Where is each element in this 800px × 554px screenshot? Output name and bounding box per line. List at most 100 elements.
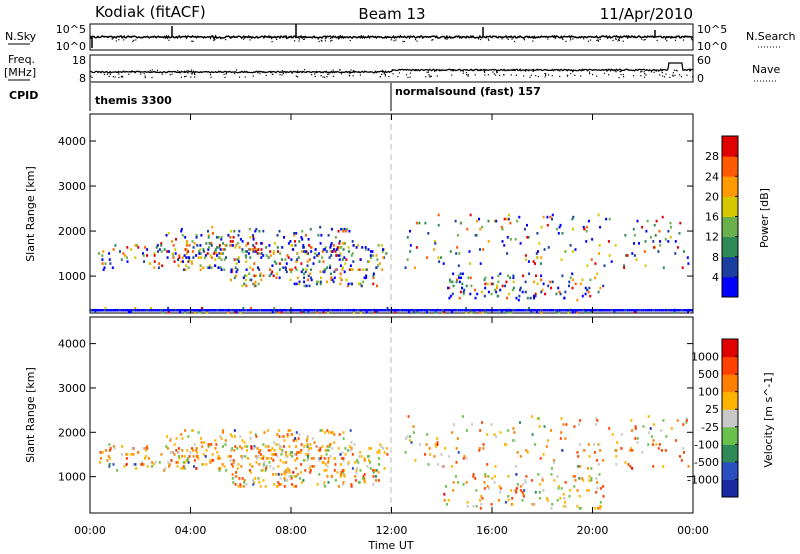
range-cell bbox=[377, 264, 379, 267]
range-cell bbox=[166, 309, 169, 312]
range-cell bbox=[551, 503, 554, 506]
range-cell bbox=[486, 485, 489, 488]
range-cell bbox=[279, 477, 282, 480]
range-cell bbox=[302, 246, 305, 249]
range-cell bbox=[577, 455, 580, 458]
range-cell bbox=[243, 282, 246, 286]
range-cell bbox=[473, 311, 476, 314]
range-cell bbox=[656, 309, 659, 312]
range-cell bbox=[285, 451, 287, 454]
range-cell bbox=[268, 274, 271, 278]
range-cell bbox=[299, 471, 302, 474]
nave-point bbox=[589, 71, 591, 73]
nave-point bbox=[179, 72, 181, 74]
range-cell bbox=[108, 449, 111, 452]
range-cell bbox=[305, 268, 308, 271]
range-cell bbox=[148, 309, 151, 312]
range-cell bbox=[596, 481, 599, 484]
range-cell bbox=[178, 254, 181, 257]
range-cell bbox=[246, 250, 249, 253]
range-cell bbox=[230, 309, 233, 312]
range-cell bbox=[106, 309, 109, 312]
range-cell bbox=[416, 311, 419, 314]
range-cell bbox=[471, 309, 474, 312]
range-cell bbox=[309, 276, 312, 280]
range-cell bbox=[249, 266, 252, 269]
range-cell bbox=[348, 229, 351, 233]
range-cell bbox=[270, 309, 273, 312]
range-cell bbox=[517, 298, 520, 302]
range-cell bbox=[126, 453, 129, 456]
range-cell bbox=[345, 309, 348, 312]
nave-point bbox=[218, 70, 220, 72]
range-cell bbox=[220, 268, 223, 271]
range-cell bbox=[524, 258, 527, 261]
range-cell bbox=[394, 311, 397, 314]
range-cell bbox=[344, 447, 347, 450]
colorbar-tick-label: 4 bbox=[712, 271, 719, 284]
nsearch-point bbox=[444, 38, 446, 40]
nave-point bbox=[392, 73, 394, 75]
range-cell bbox=[441, 309, 444, 312]
range-cell bbox=[568, 280, 571, 284]
nave-point bbox=[379, 76, 381, 78]
range-cell bbox=[456, 246, 459, 249]
range-cell bbox=[233, 429, 236, 432]
range-cell bbox=[267, 457, 270, 460]
range-cell bbox=[184, 309, 187, 312]
nave-point bbox=[608, 74, 610, 76]
nsearch-point bbox=[572, 38, 574, 40]
range-cell bbox=[346, 284, 349, 288]
range-cell bbox=[640, 309, 643, 312]
nsearch-point bbox=[599, 38, 601, 40]
range-cell bbox=[297, 256, 300, 259]
range-cell bbox=[277, 311, 280, 314]
range-cell bbox=[302, 479, 305, 482]
nsearch-point bbox=[337, 38, 340, 40]
range-cell bbox=[278, 483, 281, 486]
range-cell bbox=[275, 443, 278, 446]
range-cell bbox=[320, 457, 322, 460]
nave-point bbox=[350, 69, 352, 71]
range-cell bbox=[479, 262, 482, 265]
range-cell bbox=[262, 229, 265, 233]
range-cell bbox=[312, 262, 315, 265]
range-cell bbox=[205, 311, 208, 314]
range-cell bbox=[192, 256, 195, 259]
range-cell bbox=[469, 309, 472, 312]
range-cell bbox=[382, 248, 384, 251]
range-cell bbox=[165, 234, 168, 237]
nsearch-point bbox=[590, 39, 592, 41]
range-cell bbox=[321, 461, 324, 464]
range-cell bbox=[205, 449, 208, 452]
range-cell bbox=[618, 309, 621, 312]
range-cell bbox=[147, 457, 150, 460]
range-cell bbox=[524, 254, 527, 257]
nsearch-point bbox=[617, 40, 619, 42]
nave-point bbox=[582, 69, 584, 71]
nave-point bbox=[603, 72, 606, 74]
range-cell bbox=[633, 311, 636, 314]
range-cell bbox=[224, 244, 227, 247]
range-cell bbox=[586, 309, 589, 312]
range-cell bbox=[244, 274, 247, 278]
range-cell bbox=[218, 309, 221, 312]
range-cell bbox=[191, 447, 193, 450]
range-cell bbox=[506, 252, 509, 255]
nave-point bbox=[149, 70, 151, 72]
range-cell bbox=[249, 248, 252, 251]
range-cell bbox=[641, 225, 644, 229]
range-cell bbox=[466, 227, 469, 231]
range-cell bbox=[242, 306, 245, 310]
range-cell bbox=[674, 439, 677, 442]
range-cell bbox=[303, 272, 306, 276]
range-cell bbox=[363, 457, 366, 460]
range-cell bbox=[111, 266, 114, 269]
range-cell bbox=[474, 477, 477, 480]
range-cell bbox=[123, 465, 126, 468]
range-cell bbox=[316, 445, 319, 448]
range-cell bbox=[272, 309, 275, 312]
range-cell bbox=[287, 242, 290, 245]
range-cell bbox=[525, 475, 528, 478]
range-cell bbox=[221, 252, 224, 255]
